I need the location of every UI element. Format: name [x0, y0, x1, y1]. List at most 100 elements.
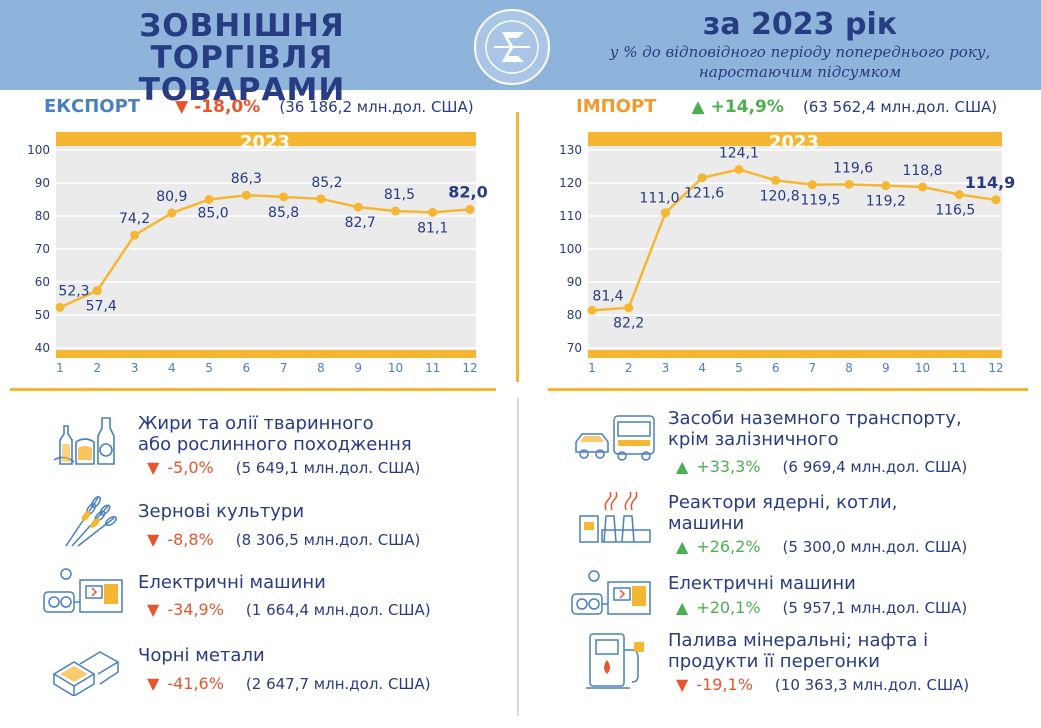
- import-arrow: ▲: [691, 97, 705, 117]
- x-tick-label: 9: [882, 361, 890, 375]
- import-category-stat: ▼ -19,1% (10 363,3 млн.дол. США): [676, 675, 970, 694]
- bottom-band: [588, 350, 1002, 358]
- series-line: [591, 168, 997, 312]
- data-point: [130, 230, 140, 240]
- import-divider: [548, 388, 1028, 391]
- y-tick-label: 90: [35, 176, 50, 190]
- reactor-icon: [579, 491, 651, 543]
- data-label: 119,2: [866, 194, 906, 210]
- fuel-pump-icon: [586, 633, 644, 689]
- data-label: 118,8: [902, 163, 942, 179]
- import-amount: (63 562,4 млн.дол. США): [802, 98, 998, 116]
- data-point: [55, 302, 65, 312]
- export-category-name: Зернові культури: [138, 501, 305, 522]
- period-title: за 2023 рік: [702, 7, 898, 42]
- data-label: 121,6: [684, 186, 724, 202]
- data-point: [697, 173, 707, 183]
- x-tick-label: 12: [462, 361, 477, 375]
- y-tick-label: 80: [35, 209, 50, 223]
- y-tick-label: 50: [35, 308, 50, 322]
- data-label: 124,1: [719, 145, 759, 161]
- y-tick-label: 120: [559, 176, 582, 190]
- y-tick-label: 130: [559, 143, 582, 157]
- x-tick-label: 1: [56, 361, 64, 375]
- y-tick-label: 110: [559, 209, 582, 223]
- electric-machine-icon: [571, 570, 651, 615]
- data-label: 119,5: [800, 193, 840, 209]
- vehicles-icon: [575, 415, 655, 461]
- data-point: [204, 195, 214, 204]
- data-point: [734, 164, 744, 174]
- data-label: 82,7: [345, 215, 376, 231]
- title-band: [56, 132, 476, 146]
- import-summary: ІМПОРТ ▲ +14,9% (63 562,4 млн.дол. США): [576, 96, 997, 122]
- export-amount: (36 186,2 млн.дол. США): [279, 98, 474, 116]
- x-tick-label: 8: [317, 361, 325, 375]
- export-category-name: Жири та олії тваринного або рослинного п…: [138, 413, 412, 455]
- data-label: 74,2: [119, 211, 150, 227]
- data-label: 57,4: [86, 299, 117, 315]
- import-category-name: Електричні машини: [668, 573, 856, 594]
- x-tick-label: 12: [988, 361, 1003, 375]
- data-point: [954, 190, 964, 200]
- plot-area: [588, 146, 1002, 350]
- period-block: за 2023 рік у % до відповідного періоду …: [580, 8, 1020, 82]
- import-category-name: Реактори ядерні, котли, машини: [668, 492, 898, 534]
- y-tick-label: 70: [567, 341, 582, 355]
- import-category-stat: ▲ +20,1% (5 957,1 млн.дол. США): [676, 598, 968, 617]
- import-category-name: Засоби наземного транспорту, крім залізн…: [668, 408, 962, 450]
- data-point: [390, 206, 400, 216]
- data-label: 119,6: [833, 160, 873, 176]
- data-point: [660, 208, 670, 218]
- import-category-name: Палива мінеральні; нафта і продукти її п…: [668, 630, 929, 672]
- x-tick-label: 4: [168, 361, 176, 375]
- data-point: [991, 195, 1001, 205]
- data-point: [279, 192, 289, 202]
- page-title: ЗОВНІШНЯ ТОРГІВЛЯ ТОВАРАМИ: [62, 10, 422, 106]
- data-point: [881, 181, 891, 191]
- data-label: 82,0: [448, 182, 487, 201]
- oil-bottles-icon: [53, 417, 115, 465]
- x-tick-label: 7: [809, 361, 817, 375]
- x-tick-label: 8: [845, 361, 853, 375]
- x-tick-label: 6: [772, 361, 780, 375]
- export-category-name: Електричні машини: [138, 572, 326, 593]
- import-category-stat: ▲ +26,2% (5 300,0 млн.дол. США): [676, 537, 968, 556]
- y-tick-label: 100: [559, 242, 582, 256]
- data-label: 52,3: [58, 283, 89, 299]
- data-point: [167, 208, 177, 218]
- data-label: 111,0: [639, 191, 679, 207]
- chart-title: 2023: [240, 132, 290, 153]
- data-label: 85,2: [311, 175, 342, 191]
- y-tick-label: 60: [35, 275, 50, 289]
- x-tick-label: 5: [205, 361, 213, 375]
- data-point: [428, 207, 438, 217]
- x-tick-label: 1: [588, 361, 596, 375]
- chart-title: 2023: [769, 132, 819, 153]
- panel-divider: [516, 112, 519, 382]
- x-tick-label: 3: [131, 361, 139, 375]
- export-label: ЕКСПОРТ: [44, 96, 141, 117]
- data-label: 86,3: [231, 171, 262, 187]
- data-point: [241, 190, 251, 200]
- x-tick-label: 11: [952, 361, 967, 375]
- data-label: 81,5: [384, 187, 415, 203]
- data-label: 82,2: [613, 316, 644, 332]
- subtitle-line-1: у % до відповідного періоду попереднього…: [609, 43, 991, 61]
- data-label: 85,8: [268, 205, 299, 221]
- data-point: [92, 286, 102, 296]
- x-tick-label: 4: [698, 361, 706, 375]
- series-line: [59, 193, 471, 309]
- export-change: -18,0%: [194, 97, 261, 117]
- data-point: [316, 194, 326, 204]
- subtitle-line-2: наростаючим підсумком: [698, 63, 902, 81]
- export-arrow: ▼: [175, 97, 189, 117]
- title-line-2: ТОВАРАМИ: [138, 72, 346, 108]
- export-category-name: Чорні метали: [138, 645, 265, 666]
- data-point: [624, 303, 634, 313]
- electric-machine-icon: [43, 568, 123, 613]
- data-point: [918, 182, 928, 192]
- import-category-stat: ▲ +33,3% (6 969,4 млн.дол. США): [676, 457, 968, 476]
- x-tick-label: 2: [625, 361, 633, 375]
